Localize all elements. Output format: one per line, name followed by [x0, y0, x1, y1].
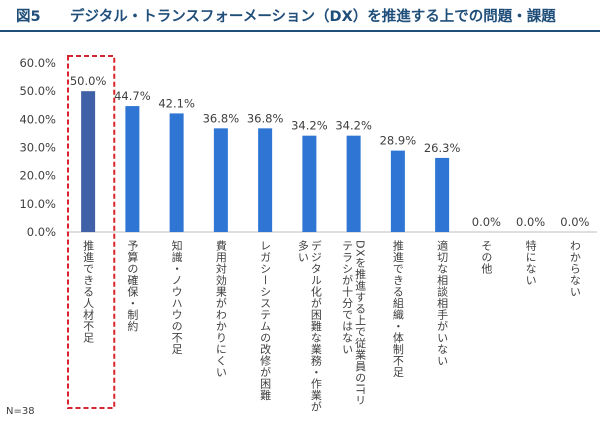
category-label: 費用対効果がわかりにくい [214, 239, 227, 378]
bar [213, 128, 228, 232]
category-label: 適切な相談相手がいない [436, 239, 449, 367]
bar [435, 157, 450, 232]
sample-size-note: N=38 [6, 406, 35, 417]
data-label: 0.0% [516, 215, 545, 229]
y-tick-label: 10.0% [19, 197, 56, 211]
y-tick-label: 40.0% [19, 112, 56, 126]
data-label: 42.1% [158, 96, 195, 110]
bar [258, 128, 273, 232]
data-label: 0.0% [560, 215, 589, 229]
category-label: テラシが十分ではない [341, 240, 354, 355]
data-label: 26.3% [424, 141, 461, 155]
category-label: わからない [568, 240, 581, 298]
category-label: 推進できる組織・体制不足 [391, 239, 404, 378]
data-label: 44.7% [114, 89, 151, 103]
bar [302, 135, 317, 232]
figure-title: デジタル・トランスフォーメーション（DX）を推進する上での問題・課題 [70, 9, 556, 25]
y-tick-label: 30.0% [19, 141, 56, 155]
category-label: レガシーシステムの改修が困難 [259, 240, 272, 401]
category-label: 多い [296, 239, 309, 263]
category-label: デジタル化が困難な業務・作業が [309, 239, 322, 413]
figure-header: 図5 デジタル・トランスフォーメーション（DX）を推進する上での問題・課題 [0, 0, 600, 32]
y-tick-label: 0.0% [27, 225, 56, 239]
category-label: 予算の確保・制約 [126, 240, 139, 333]
data-label: 36.8% [247, 111, 284, 125]
bar [169, 113, 184, 232]
bar [125, 106, 140, 232]
y-tick-label: 60.0% [19, 56, 56, 70]
bar [346, 135, 361, 232]
bar [81, 91, 96, 233]
bar [390, 150, 405, 232]
highlight-box [67, 55, 116, 409]
category-label: 特にない [524, 239, 537, 286]
data-label: 0.0% [472, 215, 501, 229]
category-label: DXを推進する上で従業員のITリ [354, 240, 367, 406]
category-label: 知識・ノウハウの不足 [170, 239, 183, 355]
category-label: 推進できる人材不足 [82, 239, 95, 344]
y-tick-label: 50.0% [19, 84, 56, 98]
data-label: 36.8% [203, 111, 240, 125]
data-label: 34.2% [335, 119, 372, 133]
category-label: その他 [480, 240, 493, 275]
data-label: 34.2% [291, 119, 328, 133]
figure-number: 図5 [16, 9, 41, 25]
data-label: 28.9% [380, 134, 417, 148]
y-tick-label: 20.0% [19, 169, 56, 183]
data-label: 50.0% [70, 74, 107, 88]
